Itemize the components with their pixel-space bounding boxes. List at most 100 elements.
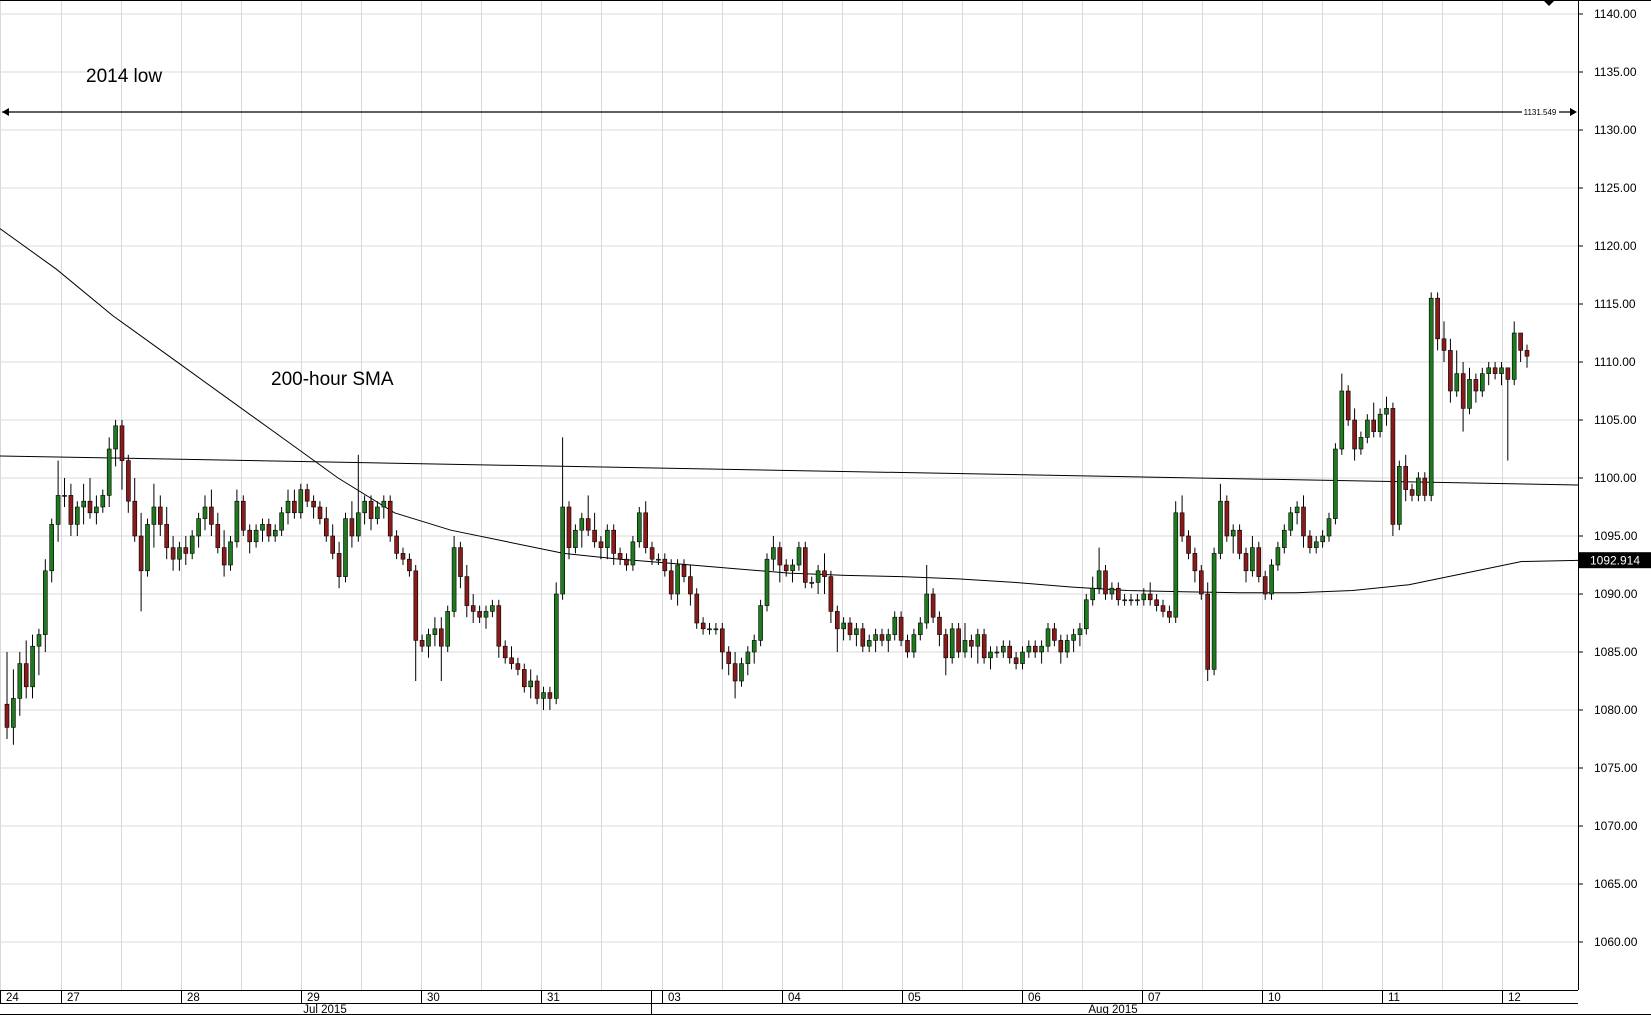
candle bbox=[847, 617, 853, 641]
y-tick-label: 1110.00 bbox=[1594, 355, 1636, 369]
candle bbox=[1365, 414, 1370, 444]
x-tick-label: 28 bbox=[187, 992, 200, 1004]
candle bbox=[1045, 623, 1051, 652]
candle bbox=[1397, 460, 1402, 531]
candle bbox=[68, 483, 74, 536]
x-tick-label: 30 bbox=[427, 992, 440, 1004]
candle-body-down bbox=[617, 553, 623, 560]
candle bbox=[1275, 541, 1281, 571]
candle-body-up bbox=[362, 500, 368, 514]
candle-body-up bbox=[483, 611, 489, 618]
candle-body-up bbox=[1064, 640, 1070, 653]
candle-body-down bbox=[681, 564, 687, 577]
candle bbox=[496, 599, 502, 658]
candle-body-down bbox=[470, 605, 476, 612]
candle-body-up bbox=[375, 506, 380, 519]
y-tick-label: 1140.00 bbox=[1594, 7, 1637, 21]
candle bbox=[611, 524, 617, 565]
candle bbox=[502, 640, 508, 664]
candle-body-down bbox=[802, 547, 808, 583]
candle-body-up bbox=[656, 558, 661, 561]
candle-body-down bbox=[119, 425, 125, 461]
candle-body-up bbox=[1339, 390, 1345, 450]
candle bbox=[387, 495, 393, 542]
candle-body-up bbox=[1480, 373, 1485, 392]
candle bbox=[209, 489, 214, 536]
candle-body-up bbox=[924, 593, 930, 624]
candle bbox=[1390, 402, 1396, 536]
candle bbox=[739, 657, 744, 687]
candle bbox=[375, 501, 380, 525]
candle-body-up bbox=[739, 663, 744, 682]
candle bbox=[106, 437, 112, 507]
candle-body-up bbox=[1428, 297, 1434, 496]
candle-body-down bbox=[368, 500, 374, 519]
candle bbox=[215, 512, 221, 554]
candle bbox=[1007, 640, 1013, 664]
candle bbox=[413, 565, 419, 681]
candle bbox=[547, 686, 553, 710]
candle bbox=[649, 541, 655, 565]
candle-body-up bbox=[796, 547, 802, 566]
candle-body-up bbox=[675, 564, 680, 595]
candle bbox=[221, 530, 227, 577]
candle-body-up bbox=[605, 529, 610, 548]
candle bbox=[113, 420, 118, 467]
price-tags: 1092.914 bbox=[1543, 0, 1651, 569]
candle bbox=[1358, 431, 1364, 455]
candle-body-up bbox=[1511, 332, 1517, 380]
candle bbox=[585, 495, 591, 536]
candle-body-up bbox=[279, 512, 284, 531]
candle-body-up bbox=[100, 495, 106, 508]
candle bbox=[445, 605, 451, 652]
current-price-label: 1092.914 bbox=[1590, 554, 1640, 568]
candle bbox=[1435, 292, 1440, 351]
candle-body-down bbox=[266, 524, 272, 537]
candle bbox=[1320, 530, 1325, 548]
candle-body-up bbox=[1269, 564, 1274, 595]
candle-body-up bbox=[809, 582, 815, 584]
candle-body-down bbox=[400, 553, 406, 560]
candle-body-down bbox=[1154, 599, 1159, 606]
candle-body-up bbox=[381, 500, 387, 508]
candle bbox=[272, 524, 278, 542]
candle-body-down bbox=[1460, 373, 1466, 409]
x-tick-label: 24 bbox=[6, 992, 19, 1004]
candle-body-down bbox=[1224, 500, 1230, 537]
candle-body-up bbox=[751, 640, 757, 653]
candle bbox=[956, 623, 961, 658]
y-tick-label: 1115.00 bbox=[1594, 297, 1636, 311]
candle bbox=[1096, 547, 1102, 594]
candle bbox=[541, 686, 546, 710]
candle bbox=[470, 594, 476, 623]
candle bbox=[675, 559, 680, 606]
x-tick-label: 31 bbox=[547, 992, 560, 1004]
candle bbox=[330, 524, 336, 560]
candle-body-up bbox=[451, 547, 457, 612]
candle bbox=[100, 489, 106, 513]
candle-body-up bbox=[426, 634, 431, 647]
candle bbox=[668, 559, 674, 600]
candle-body-up bbox=[1090, 587, 1095, 601]
candle-body-down bbox=[1147, 593, 1153, 601]
candle-body-up bbox=[234, 500, 240, 543]
candle bbox=[988, 646, 993, 670]
x-tick-label: 10 bbox=[1268, 992, 1281, 1004]
candle bbox=[362, 495, 368, 525]
candle-body-down bbox=[336, 553, 342, 577]
candle bbox=[822, 553, 827, 594]
candle bbox=[81, 483, 86, 525]
month-label: Jul 2015 bbox=[303, 1004, 346, 1015]
candle bbox=[771, 536, 776, 571]
candle bbox=[969, 634, 974, 658]
candle-body-down bbox=[215, 524, 221, 548]
candle-body-down bbox=[1390, 408, 1396, 525]
candle-body-down bbox=[777, 547, 783, 566]
candle bbox=[1116, 582, 1121, 606]
candle-body-down bbox=[209, 506, 214, 525]
candle-body-up bbox=[1000, 645, 1006, 653]
candle-body-up bbox=[298, 489, 304, 514]
candle-body-down bbox=[732, 663, 738, 682]
candle bbox=[183, 536, 189, 565]
y-tick-label: 1100.00 bbox=[1594, 471, 1637, 485]
